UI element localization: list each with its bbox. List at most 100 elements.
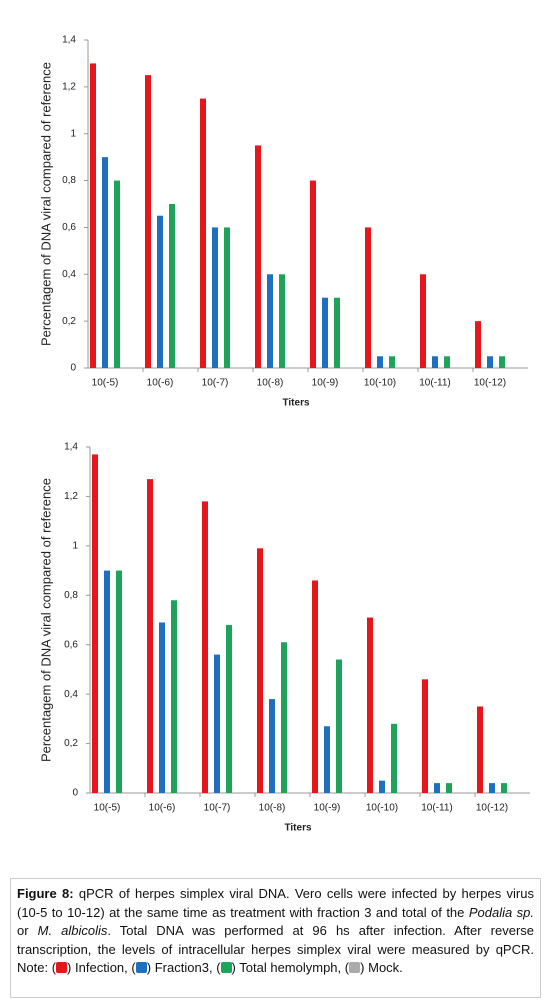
bar [377,356,383,368]
caption-text: or [17,923,29,939]
bar [257,548,263,793]
x-tick-label: 10(-9) [314,803,341,814]
bar [322,297,328,368]
y-tick-label: 0 [72,788,78,799]
bar [212,227,218,368]
x-tick-label: 10(-7) [204,803,231,814]
x-tick-label: 10(-7) [202,378,229,389]
x-tick-label: 10(-10) [364,378,396,389]
x-tick-label: 10(-11) [421,803,453,814]
paren: ) [67,960,72,976]
bar [104,570,110,793]
y-tick-label: 0,2 [64,738,78,749]
paren: ( [131,960,136,976]
bar [224,227,230,368]
y-tick-label: 0,2 [62,316,76,327]
legend-label: Mock [368,960,400,976]
x-axis-title: Titers [282,398,309,409]
x-axis-title: Titers [284,823,311,834]
bar [444,356,450,368]
legend-label: Total hemolymph [239,960,338,976]
y-tick-label: 1,2 [62,81,76,92]
legend-swatch [135,962,147,974]
bar [501,783,507,793]
bar [159,622,165,793]
bar [157,215,163,368]
bar [379,780,385,793]
bar [200,98,206,369]
bar [489,783,495,793]
legend-swatch [220,962,232,974]
y-tick-label: 0,8 [64,590,78,601]
bar [214,654,220,793]
bar [312,580,318,793]
legend-label: Fraction3 [154,960,209,976]
y-tick-label: 0,8 [62,175,76,186]
bar [391,723,397,793]
bar [434,783,440,793]
legend-swatch [56,962,68,974]
legend-swatch [349,962,361,974]
bar [267,274,273,368]
paren: ( [216,960,221,976]
caption-legend: () Infection, () Fraction3, () Total hem… [52,960,403,975]
x-tick-label: 10(-8) [257,378,284,389]
caption-text: qPCR of herpes simplex viral DNA. Vero c… [17,886,534,920]
bar [171,600,177,793]
bar [281,642,287,793]
bar [202,501,208,793]
bar [422,679,428,793]
bar [116,570,122,793]
bar [499,356,505,368]
x-tick-label: 10(-11) [419,378,451,389]
bar [145,75,151,369]
y-tick-label: 1,2 [64,491,78,502]
caption-label: Figure 8: [17,886,74,901]
y-tick-label: 0,6 [62,222,76,233]
caption-italic: M. albicolis [37,923,108,939]
punct: , [208,960,213,976]
caption: Figure 8: qPCR of herpes simplex viral D… [10,878,541,998]
y-axis-title: Percentagem of DNA viral compared of ref… [38,478,53,762]
x-tick-label: 10(-8) [259,803,286,814]
bar [169,204,175,368]
bar [324,726,330,793]
y-tick-label: 0,4 [64,689,78,700]
x-tick-label: 10(-9) [312,378,339,389]
paren: ) [360,960,365,976]
bar [477,706,483,793]
legend-label: Infection [75,960,125,976]
punct: . [399,960,403,976]
x-tick-label: 10(-6) [149,803,176,814]
punct: , [124,960,128,976]
y-tick-label: 1,4 [64,442,78,453]
bar [102,157,108,368]
caption-text: . Total DNA was performed at 96 hs after… [17,923,534,976]
bar [279,274,285,368]
y-tick-label: 1 [70,128,76,139]
paren: ( [344,960,350,976]
bar [432,356,438,368]
bar [226,624,232,793]
x-tick-label: 10(-10) [366,803,398,814]
bar [389,356,395,368]
bar [367,617,373,793]
bar [114,180,120,368]
bar [255,145,261,368]
punct: , [337,960,342,976]
bar [269,699,275,793]
x-tick-label: 10(-6) [147,378,174,389]
bar [336,659,342,793]
x-tick-label: 10(-12) [474,378,506,389]
bar [92,454,98,793]
bar [310,180,316,368]
bar [446,783,452,793]
x-tick-label: 10(-5) [94,803,121,814]
bar [147,479,153,793]
y-tick-label: 1 [72,540,78,551]
y-tick-label: 0,4 [62,269,76,280]
bar [475,321,481,368]
bar [487,356,493,368]
x-tick-label: 10(-5) [92,378,119,389]
